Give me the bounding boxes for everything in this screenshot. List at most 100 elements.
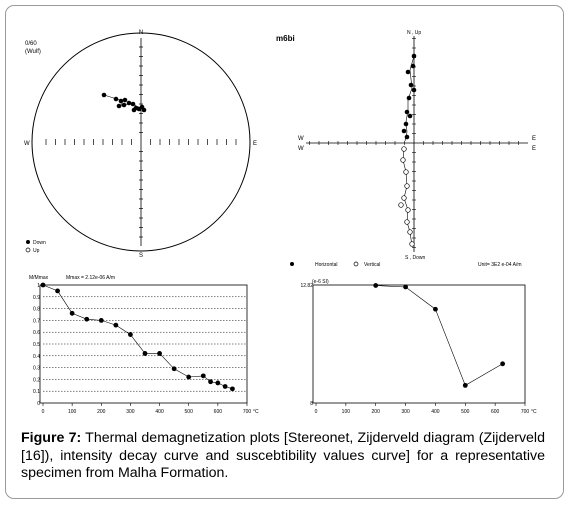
zijderveld-horizontal-point (403, 121, 409, 127)
intensity-x-ticks: 0 100 200 300 400 500 600 700 (42, 403, 252, 415)
zijderveld-vertical-point (405, 207, 411, 213)
stereonet-legend-down: Down (33, 240, 46, 246)
intensity-decay-chart: M/Mmax Mmax = 2.12e-06 A/m °C 0 0.1 0.2 0.3… (29, 275, 259, 415)
c1-y-tick-label: 0.4 (33, 354, 40, 360)
figure-caption-text: Thermal demagnetization plots [Stereonet… (21, 430, 545, 481)
zijderveld-horizontal-point (404, 109, 410, 115)
zijderveld-west-label-1: W (298, 136, 304, 142)
zijderveld-vertical-point (404, 183, 410, 189)
c1-y-tick-label: 0.1 (33, 389, 40, 395)
intensity-gridlines (43, 296, 247, 392)
legend-filled-symbol (26, 240, 30, 244)
c2-data-point (403, 284, 408, 290)
zijderveld-legend-horizontal: Horizontal (315, 262, 338, 268)
c1-data-point (40, 282, 46, 288)
zijderveld-horizontal-point (411, 53, 417, 59)
c1-data-point (84, 316, 90, 322)
stereonet-point (101, 92, 107, 98)
susceptibility-plot-frame (312, 284, 526, 404)
zijderveld-horizontal-point (407, 113, 413, 119)
legend-filled-symbol (290, 262, 294, 266)
c1-y-tick-label: 0.3 (33, 366, 40, 372)
c1-data-point (230, 386, 235, 392)
stereonet-point (113, 96, 119, 102)
c1-y-tick-label: 0 (37, 401, 40, 407)
susceptibility-x-ticks: 0 100 200 300 400 500 600 700 (315, 403, 529, 415)
zijderveld-horizontal-point (411, 87, 417, 93)
c1-y-tick-label: 0.9 (33, 295, 40, 301)
zijderveld-horizontal-point (406, 95, 412, 101)
c1-data-point (215, 380, 221, 386)
c1-y-tick-label: 0.6 (33, 330, 40, 336)
zijderveld-vertical-projection (398, 146, 415, 247)
c1-x-tick-label: 400 (155, 409, 164, 415)
c2-x-tick-label: 0 (315, 409, 318, 415)
legend-open-symbol (353, 261, 359, 267)
stereonet-point (126, 100, 132, 106)
c1-y-tick-label: 0.5 (33, 342, 40, 348)
intensity-ylabel: M/Mmax (29, 275, 49, 281)
stereonet-data-path (101, 92, 147, 113)
zijderveld-horizontal-point (404, 134, 410, 140)
c2-data-point (433, 306, 438, 312)
zijderveld-vertical-point (401, 195, 407, 201)
zijderveld-south-label: S , Down (405, 255, 426, 261)
stereonet-legend-up: Up (33, 248, 40, 254)
c1-data-point (200, 373, 206, 379)
c1-data-point (98, 318, 104, 323)
c2-y-tick-label: 12.82 (300, 283, 313, 289)
zijderveld-west-label-2: W (298, 146, 304, 152)
stereonet-legend: Down Up (25, 240, 46, 254)
intensity-plot-frame (39, 284, 248, 404)
figure-frame (5, 5, 564, 499)
zijderveld-legend-vertical: Vertical (364, 262, 380, 268)
zijderveld-legend: Horizontal Vertical Unit= 3E2 e-04 A/m (290, 261, 522, 268)
intensity-series-line (42, 284, 233, 390)
c2-data-point (500, 361, 506, 367)
zijderveld-vertical-point (404, 219, 410, 225)
susceptibility-series-points (373, 283, 506, 388)
zijderveld-horizontal-point (401, 128, 407, 134)
c1-y-tick-label: 0.8 (33, 307, 40, 313)
c1-x-tick-label: 600 (214, 409, 223, 415)
figure-label: Figure 7: (21, 430, 82, 446)
c2-data-point (373, 283, 379, 288)
zijderveld-horizontal-point (410, 63, 416, 69)
susceptibility-ylabel: (e-6 SI) (312, 279, 329, 285)
c2-data-point (462, 382, 468, 388)
stereonet-primitive-circle (31, 32, 251, 252)
stereonet-point (116, 103, 122, 109)
susceptibility-chart: (e-6 SI) °C 812.82 0 100 200 300 400 500 600 70… (300, 279, 537, 415)
zijderveld-vertical-point (401, 146, 407, 152)
stereonet-north-label: N (139, 30, 143, 36)
zijderveld-east-label-1: E (532, 136, 536, 142)
c1-data-point (55, 288, 60, 294)
zijderveld-horizontal-projection (401, 53, 417, 142)
zijderveld-horizontal-point (408, 82, 414, 88)
stereonet-point (121, 102, 127, 108)
intensity-annotation: Mmax = 2.12e-06 A/m (66, 275, 115, 281)
c1-y-tick-label: 1 (37, 283, 40, 289)
stereonet-point (122, 97, 128, 103)
zijderveld-vertical-point (409, 241, 415, 247)
c1-data-point (208, 379, 213, 385)
zijderveld-vertical-point (398, 202, 404, 208)
c1-data-point (113, 322, 119, 328)
c1-data-point (142, 351, 148, 356)
c1-x-tick-label: 0 (42, 409, 45, 415)
figure-caption: Figure 7: Thermal demagnetization plots … (21, 430, 545, 483)
zijderveld-vertical-point (407, 229, 413, 235)
intensity-y-ticks: 0 0.1 0.2 0.3 0.4 0.5 0.6 0.7 0.8 0.9 1 (33, 283, 40, 407)
c1-data-point (157, 351, 162, 356)
c1-x-tick-label: 700 (243, 409, 252, 415)
zijderveld-vertical-point (403, 169, 409, 175)
c2-x-tick-label: 100 (342, 409, 351, 415)
c2-y-tick-label: 8 (310, 401, 313, 407)
stereonet-label-1: 0/60 (25, 41, 37, 47)
zijderveld-vertical-point (400, 157, 406, 163)
legend-open-symbol (25, 247, 31, 253)
stereonet-label-2: (Wulf) (25, 49, 41, 55)
c1-y-tick-label: 0.7 (33, 318, 40, 324)
c1-data-point (186, 374, 192, 380)
susceptibility-series-line (375, 285, 503, 386)
